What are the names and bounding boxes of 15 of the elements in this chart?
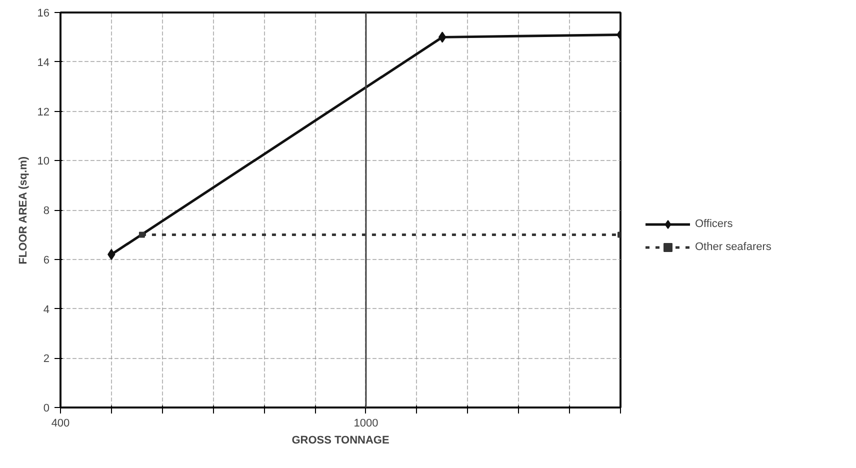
legend-label: Officers: [695, 218, 734, 230]
y-tick-label: 12: [37, 106, 50, 118]
y-tick-label: 16: [37, 8, 50, 20]
y-tick-label: 6: [43, 254, 50, 266]
y-axis-title: FLOOR AREA (sq.m): [17, 156, 30, 264]
y-tick-label: 10: [37, 156, 50, 168]
x-tick-label: 400: [51, 418, 70, 430]
x-tick-label: 1000: [354, 418, 378, 430]
y-tick-label: 0: [43, 402, 50, 414]
legend-label: Other seafarers: [695, 241, 772, 253]
y-tick-label: 14: [37, 56, 50, 69]
x-axis-title: GROSS TONNAGE: [292, 434, 390, 446]
y-tick-label: 2: [43, 353, 50, 366]
y-tick-label: 8: [43, 205, 50, 217]
y-tick-label: 4: [43, 304, 50, 316]
